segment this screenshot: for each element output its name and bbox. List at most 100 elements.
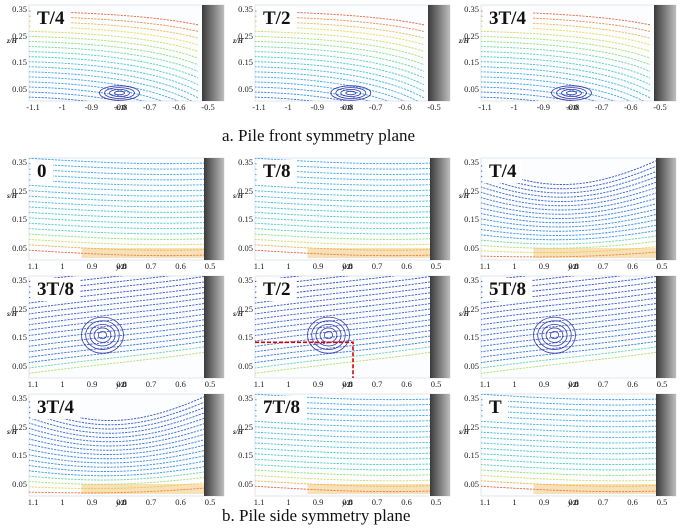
x-tick-label: -1 — [284, 102, 292, 112]
streamline — [481, 340, 659, 364]
x-tick-label: 1 — [512, 379, 517, 389]
pile-wall — [656, 394, 676, 496]
side-panel-2: 0.35 0.25 0.15 0.05 s/H 1.1 1 0.9 0.8 0.7 0.6 0.5 y/… — [457, 157, 683, 274]
front-panel-2: 0.35 0.25 0.15 0.05 z/H -1.1 -1 -0.9 -0.8 -0.7 -0.… — [457, 4, 683, 117]
streamline — [481, 437, 659, 444]
x-tick-label: -1.1 — [26, 102, 40, 112]
x-tick-label: 1.1 — [253, 379, 265, 389]
x-tick-label: 1.1 — [479, 261, 491, 271]
y-tick-label: 0.35 — [12, 393, 27, 403]
y-axis-label: s/H — [233, 309, 244, 318]
streamline — [255, 168, 433, 175]
panel-title: 3T/4 — [31, 396, 80, 419]
streamline — [29, 487, 207, 494]
front-plot-1 — [254, 4, 451, 102]
vortex-ring — [533, 316, 576, 354]
y-tick-label: 0.15 — [12, 332, 27, 343]
y-tick-label: 0.05 — [12, 479, 27, 489]
streamline — [481, 420, 659, 428]
streamline — [29, 163, 207, 170]
y-tick-label: 0.35 — [238, 393, 253, 403]
streamline — [481, 485, 659, 493]
vortex-ring — [566, 90, 577, 96]
streamlines — [29, 158, 207, 258]
streamline — [255, 163, 433, 170]
side-panel-8: 0.35 0.25 0.15 0.05 s/H 1.1 1 0.9 0.8 0.7 0.6 0.5 y/… — [457, 393, 683, 510]
vortex-ring — [97, 331, 108, 340]
streamline — [29, 329, 207, 353]
streamline — [255, 30, 425, 52]
y-tick-label: 0.35 — [464, 275, 479, 285]
streamline — [255, 346, 433, 369]
streamline — [481, 329, 659, 353]
x-axis-label: x/D — [115, 104, 127, 112]
vortex-ring — [330, 85, 372, 101]
streamline — [481, 61, 651, 92]
x-axis-label: y/D — [116, 263, 127, 271]
x-tick-label: 0.7 — [371, 497, 383, 507]
side-panel-3: 0.35 0.25 0.15 0.05 s/H 1.1 1 0.9 0.8 0.7 0.6 0.5 y/… — [5, 275, 231, 392]
x-tick-label: -0.9 — [310, 102, 325, 112]
side-plot-0 — [28, 157, 225, 261]
x-tick-label: 1.1 — [27, 379, 39, 389]
streamline — [255, 174, 433, 181]
panel-title: T/4 — [483, 160, 523, 183]
x-tick-label: 1 — [60, 497, 65, 507]
y-tick-label: 0.05 — [12, 243, 27, 253]
pile-wall — [202, 5, 224, 101]
streamline — [481, 30, 651, 52]
x-tick-label: 1.1 — [27, 261, 39, 271]
x-tick-label: 0.8 — [342, 497, 353, 507]
streamline — [29, 308, 207, 331]
streamline — [255, 222, 433, 230]
x-tick-label: -0.6 — [624, 102, 638, 112]
streamline — [29, 217, 207, 224]
streamline — [481, 394, 659, 401]
streamline — [481, 192, 659, 211]
streamline — [481, 324, 659, 347]
streamline — [29, 184, 207, 192]
y-tick-label: 0.25 — [238, 421, 253, 432]
x-tick-label: 0.9 — [538, 261, 550, 271]
vortex-ring — [114, 90, 125, 96]
streamline — [29, 465, 207, 477]
side-panel-1: 0.35 0.25 0.15 0.05 s/H 1.1 1 0.9 0.8 0.7 0.6 0.5 y/… — [231, 157, 457, 274]
x-tick-label: 0.8 — [342, 261, 353, 271]
x-tick-label: 0.5 — [656, 497, 668, 507]
x-tick-label: 1 — [60, 261, 65, 271]
x-tick-label: -0.9 — [536, 102, 551, 112]
x-tick-label: 0.9 — [538, 379, 550, 389]
x-tick-label: 0.8 — [342, 379, 353, 389]
side-panel-5: 0.35 0.25 0.15 0.05 s/H 1.1 1 0.9 0.8 0.7 0.6 0.5 y/… — [457, 275, 683, 392]
y-tick-label: 0.25 — [12, 421, 27, 432]
streamline — [255, 61, 425, 92]
x-tick-label: 0.5 — [430, 497, 442, 507]
y-tick-label: 0.05 — [464, 361, 479, 371]
streamline — [481, 229, 659, 241]
side-panel-0: 0.35 0.25 0.15 0.05 s/H 1.1 1 0.9 0.8 0.7 0.6 0.5 y/… — [5, 157, 231, 274]
streamline — [29, 286, 207, 309]
panel-title: 0 — [31, 160, 53, 183]
x-tick-label: -0.5 — [201, 102, 215, 112]
streamline — [29, 302, 207, 326]
vortex-ring — [549, 331, 560, 340]
x-tick-label: -0.6 — [398, 102, 412, 112]
x-tick-label: 1 — [512, 497, 517, 507]
streamline — [29, 417, 207, 438]
y-tick-label: 0.15 — [238, 57, 253, 68]
y-tick-label: 0.05 — [12, 361, 27, 371]
y-tick-label: 0.35 — [464, 393, 479, 403]
x-tick-label: 1.1 — [27, 497, 39, 507]
y-axis-label: s/H — [233, 427, 244, 436]
streamline — [29, 35, 199, 59]
streamline — [29, 238, 207, 246]
y-tick-label: 0.15 — [464, 332, 479, 343]
y-tick-label: 0.35 — [12, 275, 27, 285]
streamline — [255, 96, 315, 101]
y-tick-label: 0.35 — [464, 157, 479, 167]
x-tick-label: 0.6 — [401, 261, 412, 271]
y-axis-label: s/H — [7, 427, 18, 436]
streamline — [29, 335, 207, 358]
streamline — [255, 244, 433, 251]
y-tick-label: 0.15 — [238, 332, 253, 343]
